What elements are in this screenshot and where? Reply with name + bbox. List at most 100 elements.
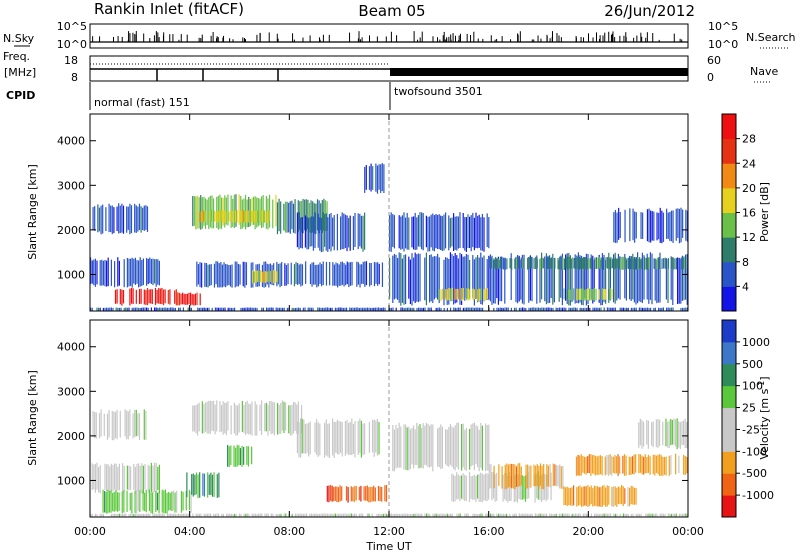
power-echo-cell — [147, 258, 149, 284]
power-echo-cell — [600, 307, 602, 311]
velocity-echo-cell — [246, 446, 248, 465]
velocity-echo-cell — [320, 513, 322, 517]
power-echo-cell — [352, 307, 354, 311]
velocity-echo-cell — [416, 422, 418, 465]
velocity-echo-cell — [662, 456, 664, 476]
velocity-echo-cell — [303, 419, 305, 454]
power-echo-cell — [667, 258, 670, 269]
velocity-echo-cell — [647, 420, 649, 449]
velocity-echo-cell — [637, 513, 639, 517]
power-echo-cell — [405, 217, 407, 249]
velocity-echo-cell — [410, 513, 412, 517]
power-echo-cell — [624, 257, 626, 270]
velocity-colorbar-band — [722, 385, 736, 409]
power-echo-cell — [238, 194, 240, 225]
power-echo-cell — [483, 217, 485, 252]
velocity-echo-cell — [610, 513, 612, 517]
velocity-echo-cell — [299, 513, 301, 517]
power-echo-cell — [616, 212, 618, 243]
velocity-echo-cell — [414, 429, 416, 465]
velocity-echo-cell — [653, 513, 655, 517]
velocity-echo-cell — [212, 400, 215, 432]
velocity-echo-cell — [306, 423, 308, 453]
power-echo-cell — [530, 256, 532, 269]
power-echo-cell — [96, 307, 98, 311]
power-echo-cell — [601, 288, 604, 300]
power-echo-cell — [370, 263, 372, 286]
velocity-echo-cell — [114, 463, 116, 490]
velocity-echo-cell — [130, 513, 132, 517]
power-echo-cell — [575, 257, 577, 270]
velocity-echo-cell — [402, 513, 404, 517]
velocity-echo-cell — [314, 513, 316, 517]
velocity-echo-cell — [158, 513, 160, 517]
power-echo-cell — [522, 257, 524, 269]
power-echo-cell — [438, 307, 440, 311]
velocity-echo-cell — [514, 464, 516, 490]
power-echo-cell — [480, 252, 482, 305]
nsky-bottom-tick: 10^0 — [57, 38, 87, 51]
power-echo-cell — [523, 254, 525, 305]
velocity-echo-cell — [205, 513, 207, 517]
power-echo-cell — [220, 262, 222, 288]
power-echo-cell — [489, 254, 491, 302]
velocity-echo-cell — [646, 513, 648, 517]
velocity-echo-cell — [525, 464, 527, 489]
power-echo-cell — [511, 258, 513, 270]
velocity-echo-cell — [680, 513, 682, 517]
velocity-echo-cell — [512, 513, 514, 517]
power-echo-cell — [197, 307, 199, 311]
velocity-echo-cell — [504, 513, 506, 517]
velocity-echo-cell — [142, 465, 144, 494]
power-echo-cell — [94, 206, 96, 231]
power-echo-cell — [245, 262, 248, 286]
power-echo-cell — [672, 210, 674, 243]
power-echo-cell — [208, 197, 210, 230]
power-echo-cell — [171, 307, 173, 311]
power-echo-cell — [643, 255, 645, 300]
velocity-echo-cell — [550, 513, 552, 517]
velocity-echo-cell — [499, 513, 501, 517]
velocity-echo-cell — [125, 513, 127, 517]
velocity-echo-cell — [670, 418, 672, 446]
velocity-echo-cell — [661, 513, 663, 517]
power-echo-cell — [158, 288, 160, 304]
velocity-echo-cell — [138, 463, 140, 492]
power-echo-cell — [296, 212, 299, 248]
velocity-echo-cell — [658, 419, 661, 447]
velocity-echo-cell — [144, 513, 146, 517]
velocity-echo-cell — [218, 513, 220, 517]
velocity-echo-cell — [230, 445, 232, 465]
power-echo-cell — [274, 270, 276, 284]
power-echo-cell — [605, 288, 607, 300]
power-echo-cell — [529, 255, 531, 301]
velocity-echo-cell — [342, 513, 344, 517]
velocity-echo-cell — [365, 486, 367, 501]
velocity-echo-cell — [490, 463, 492, 489]
power-echo-cell — [110, 259, 112, 286]
power-echo-cell — [584, 257, 586, 299]
velocity-echo-cell — [336, 486, 338, 503]
velocity-echo-cell — [161, 489, 163, 513]
power-echo-cell — [600, 257, 602, 269]
velocity-echo-cell — [519, 463, 521, 487]
velocity-echo-cell — [550, 472, 552, 501]
power-echo-cell — [131, 257, 133, 288]
velocity-echo-cell — [501, 513, 503, 517]
velocity-echo-cell — [308, 422, 310, 457]
x-tick-label: 08:00 — [273, 525, 305, 538]
power-echo-cell — [197, 264, 200, 285]
velocity-echo-cell — [211, 474, 214, 497]
power-echo-cell — [316, 264, 318, 288]
velocity-echo-cell — [604, 456, 606, 476]
velocity-echo-cell — [195, 472, 198, 495]
power-echo-cell — [430, 307, 432, 311]
power-echo-cell — [326, 307, 328, 311]
velocity-echo-cell — [445, 429, 447, 465]
velocity-echo-cell — [233, 445, 235, 467]
power-echo-cell — [110, 205, 112, 233]
velocity-echo-cell — [280, 513, 282, 517]
velocity-echo-cell — [126, 410, 128, 440]
power-echo-region — [613, 207, 688, 244]
